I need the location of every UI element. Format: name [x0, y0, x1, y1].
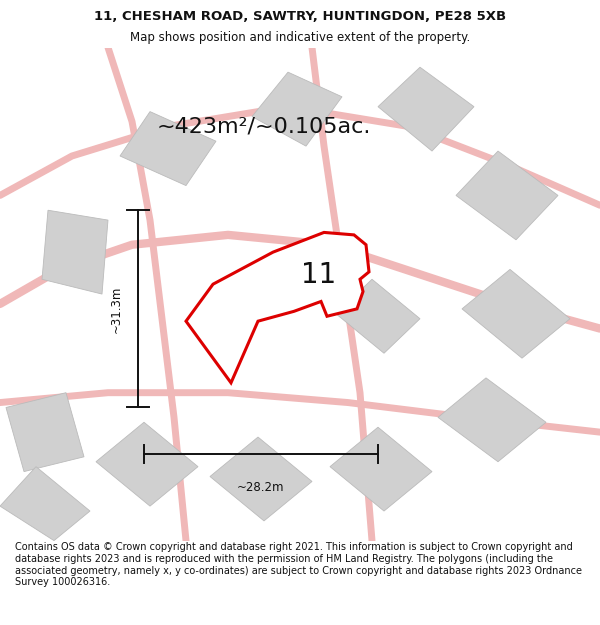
Polygon shape — [330, 428, 432, 511]
Polygon shape — [120, 112, 216, 186]
Polygon shape — [42, 210, 108, 294]
Polygon shape — [456, 151, 558, 240]
Polygon shape — [6, 392, 84, 472]
Polygon shape — [336, 279, 420, 353]
Polygon shape — [210, 437, 312, 521]
Text: Contains OS data © Crown copyright and database right 2021. This information is : Contains OS data © Crown copyright and d… — [15, 542, 582, 587]
Polygon shape — [438, 378, 546, 462]
Text: 11, CHESHAM ROAD, SAWTRY, HUNTINGDON, PE28 5XB: 11, CHESHAM ROAD, SAWTRY, HUNTINGDON, PE… — [94, 9, 506, 22]
Text: ~31.3m: ~31.3m — [110, 285, 123, 332]
Text: ~28.2m: ~28.2m — [237, 481, 285, 494]
Polygon shape — [96, 422, 198, 506]
Text: 11: 11 — [301, 261, 336, 289]
Polygon shape — [186, 232, 369, 383]
Polygon shape — [252, 72, 342, 146]
Polygon shape — [0, 467, 90, 541]
Text: ~423m²/~0.105ac.: ~423m²/~0.105ac. — [157, 116, 371, 136]
Polygon shape — [378, 68, 474, 151]
Polygon shape — [462, 269, 570, 358]
Text: Map shows position and indicative extent of the property.: Map shows position and indicative extent… — [130, 31, 470, 44]
